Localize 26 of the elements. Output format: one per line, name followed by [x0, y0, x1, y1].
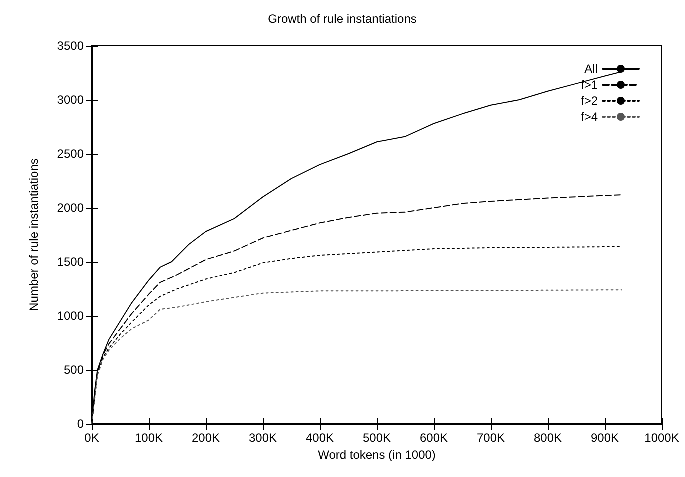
y-tick-label: 1000: [57, 309, 84, 323]
y-tick-label: 3500: [57, 39, 84, 53]
y-tick-label: 1500: [57, 255, 84, 269]
x-tick-label: 100K: [134, 431, 164, 445]
x-tick-label: 1000K: [644, 431, 680, 445]
x-tick-label: 700K: [476, 431, 506, 445]
x-tick-label: 400K: [306, 431, 334, 445]
x-axis-title: Word tokens (in 1000): [318, 448, 436, 462]
y-tick-label: 3000: [57, 93, 84, 107]
x-tick-label: 600K: [420, 431, 448, 445]
x-tick-label: 200K: [192, 431, 220, 445]
x-tick-label: 800K: [534, 431, 562, 445]
x-tick-label: 0K: [84, 431, 100, 445]
chart-title: Growth of rule instantiations: [268, 12, 417, 26]
legend-label: f>4: [580, 110, 598, 124]
y-axis-title: Number of rule instantiations: [27, 158, 41, 312]
y-tick-label: 2500: [57, 147, 84, 161]
y-tick-label: 500: [64, 363, 84, 377]
legend-label: All: [584, 62, 598, 76]
x-tick-label: 300K: [248, 431, 278, 445]
legend-label: f>2: [580, 94, 598, 108]
y-tick-label: 0: [77, 417, 84, 431]
legend-label: f>1: [580, 78, 598, 92]
y-tick-label: 2000: [57, 201, 84, 215]
x-tick-label: 500K: [362, 431, 392, 445]
x-tick-label: 900K: [590, 431, 620, 445]
